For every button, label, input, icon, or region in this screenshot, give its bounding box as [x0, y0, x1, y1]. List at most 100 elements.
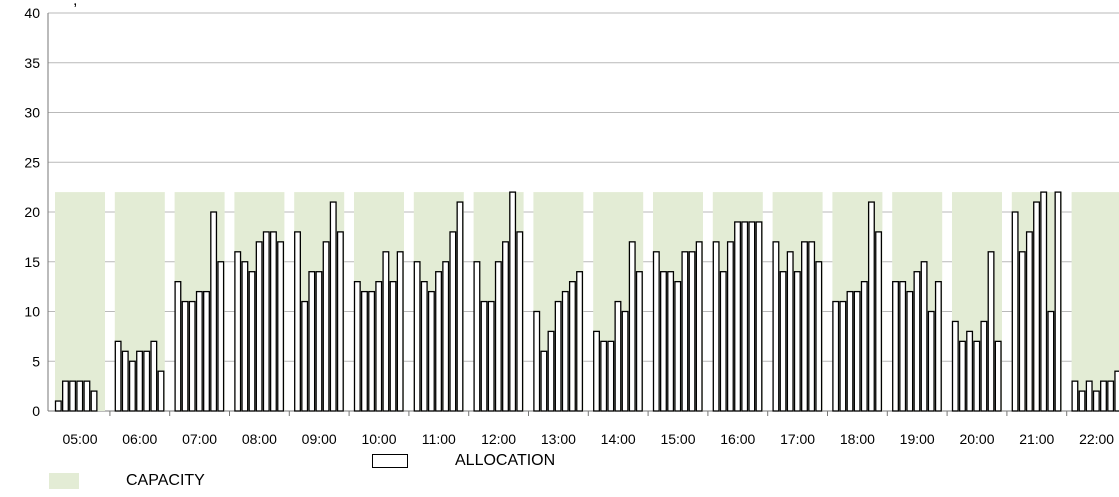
allocation-bar [628, 241, 636, 412]
allocation-bar [779, 271, 787, 412]
allocation-bar [301, 300, 309, 412]
allocation-bar [712, 241, 720, 412]
capacity-bar [1071, 192, 1119, 411]
x-tick-label: 19:00 [900, 431, 935, 447]
allocation-bar [188, 300, 196, 412]
allocation-bar [614, 300, 622, 412]
x-tick-label: 15:00 [660, 431, 695, 447]
allocation-bar [906, 290, 914, 412]
allocation-bar [576, 271, 584, 412]
y-tick-label: 35 [24, 55, 40, 71]
allocation-bar [741, 221, 749, 412]
allocation-bar [315, 271, 323, 412]
allocation-bar [875, 231, 883, 412]
allocation-bar [568, 280, 576, 412]
x-tick-label: 17:00 [780, 431, 815, 447]
y-tick-label: 40 [24, 5, 40, 21]
allocation-bar [389, 280, 397, 412]
allocation-bar [966, 330, 974, 412]
capacity-swatch [49, 473, 79, 489]
y-tick-label: 30 [24, 105, 40, 121]
allocation-bar [1071, 380, 1079, 412]
allocation-bar [1033, 201, 1041, 412]
y-tick-label: 25 [24, 154, 40, 170]
allocation-bar [382, 251, 390, 412]
allocation-bar [652, 251, 660, 412]
allocation-bar [241, 261, 249, 412]
allocation-bar [157, 370, 165, 412]
allocation-bar [114, 340, 122, 412]
y-tick-label: 10 [24, 304, 40, 320]
allocation-bar [853, 290, 861, 412]
allocation-bar [734, 221, 742, 412]
allocation-bar [801, 241, 808, 412]
allocation-bar [473, 261, 481, 412]
allocation-bar [420, 280, 428, 412]
legend-item-allocation: ALLOCATION [372, 452, 555, 470]
x-tick-label: 09:00 [302, 431, 337, 447]
allocation-bar [435, 271, 443, 412]
allocation-bar [269, 231, 277, 412]
allocation-bar [121, 350, 129, 412]
allocation-bar [688, 251, 696, 412]
allocation-bar [748, 221, 756, 412]
x-tick-label: 22:00 [1079, 431, 1114, 447]
x-tick-label: 14:00 [601, 431, 636, 447]
allocation-bar [839, 300, 847, 412]
allocation-bar [353, 280, 361, 412]
allocation-bar [951, 320, 959, 412]
allocation-bar [793, 271, 801, 412]
allocation-bar [210, 211, 218, 412]
allocation-bar [786, 251, 794, 412]
allocation-bar [695, 241, 703, 412]
x-tick-label: 11:00 [422, 431, 456, 447]
allocation-bar [726, 241, 734, 412]
allocation-bar [547, 330, 555, 412]
allocation-bar [308, 271, 316, 412]
allocation-bar [234, 251, 242, 412]
allocation-bar [1054, 191, 1062, 412]
allocation-bar [755, 221, 763, 412]
allocation-bar [1011, 211, 1019, 412]
allocation-bar [262, 231, 270, 412]
allocation-bar [1085, 380, 1093, 412]
allocation-bar [808, 241, 816, 412]
allocation-bar [143, 350, 151, 412]
allocation-bar [427, 290, 435, 412]
allocation-bar [1047, 310, 1055, 412]
allocation-bar [1114, 370, 1119, 412]
x-tick-label: 06:00 [122, 431, 157, 447]
allocation-bar [1018, 251, 1026, 412]
allocation-bar [913, 271, 921, 412]
x-tick-label: 18:00 [840, 431, 875, 447]
allocation-bar [509, 191, 517, 412]
allocation-bar [413, 261, 421, 412]
chart-title-fragment: ', [70, 0, 78, 9]
y-tick-label: 15 [24, 254, 40, 270]
allocation-bar [927, 310, 935, 412]
allocation-bar [487, 300, 495, 412]
allocation-bar [174, 280, 182, 412]
allocation-bar [375, 280, 383, 412]
allocation-bar [76, 380, 84, 412]
allocation-bar [128, 360, 136, 412]
allocation-bar [1078, 390, 1086, 412]
allocation-bar [815, 261, 823, 412]
allocation-bar [442, 261, 450, 412]
allocation-bar [294, 231, 301, 412]
allocation-bar [600, 340, 608, 412]
allocation-bar [61, 380, 69, 412]
x-tick-label: 05:00 [62, 431, 97, 447]
capacity-allocation-chart: 0 5 10 15 20 25 30 35 40 05:00 06:00 07:00 08:00 09:0… [24, 5, 1119, 447]
x-tick-label: 12:00 [481, 431, 516, 447]
x-tick-label: 21:00 [1019, 431, 1054, 447]
allocation-bar [958, 340, 966, 412]
allocation-bar [449, 231, 457, 412]
allocation-bar [69, 380, 77, 412]
allocation-bar [1040, 191, 1048, 412]
allocation-bar [360, 290, 368, 412]
allocation-bar [892, 280, 899, 412]
allocation-bar [681, 251, 689, 412]
allocation-bar [54, 400, 62, 412]
x-tick-label: 08:00 [242, 431, 277, 447]
